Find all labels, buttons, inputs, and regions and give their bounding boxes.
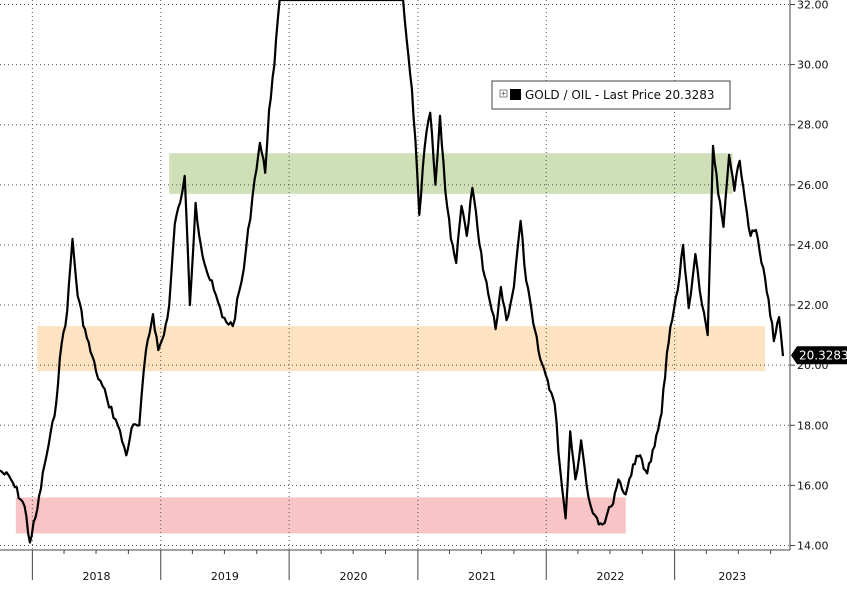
- bands-layer: [15, 153, 766, 534]
- last-price-tag-shape: [791, 346, 847, 365]
- y-tick-label: 22.00: [797, 299, 829, 312]
- x-ticks-layer: 2018 2019 2020 2021 2022 2023: [31, 550, 772, 583]
- legend: GOLD / OIL - Last Price 20.3283: [491, 80, 731, 110]
- legend-entry: GOLD / OIL - Last Price 20.3283: [525, 88, 715, 102]
- y-ticks-layer: 32.0030.0028.0026.0024.0022.0020.0018.00…: [790, 0, 829, 552]
- series-line: [0, 0, 785, 544]
- axes-layer: [0, 0, 791, 551]
- series-layer: [0, 0, 785, 544]
- y-tick-label: 30.00: [797, 59, 829, 72]
- legend-swatch: [510, 89, 521, 100]
- last-price-label: 20.3283: [799, 348, 847, 362]
- x-tick-label: 2023: [718, 570, 746, 583]
- y-tick-label: 32.00: [797, 0, 829, 12]
- y-tick-label: 14.00: [797, 539, 829, 552]
- band-red: [15, 497, 626, 534]
- x-tick-label: 2021: [468, 570, 496, 583]
- x-tick-label: 2022: [596, 570, 624, 583]
- x-tick-label: 2019: [211, 570, 239, 583]
- y-tick-label: 18.00: [797, 419, 829, 432]
- y-tick-label: 16.00: [797, 479, 829, 492]
- y-tick-label: 28.00: [797, 119, 829, 132]
- x-tick-label: 2020: [339, 570, 367, 583]
- y-tick-label: 24.00: [797, 239, 829, 252]
- last-price-tag: 20.3283: [791, 346, 847, 365]
- y-tick-label: 26.00: [797, 179, 829, 192]
- legend-box: [491, 80, 731, 110]
- x-tick-label: 2018: [83, 570, 111, 583]
